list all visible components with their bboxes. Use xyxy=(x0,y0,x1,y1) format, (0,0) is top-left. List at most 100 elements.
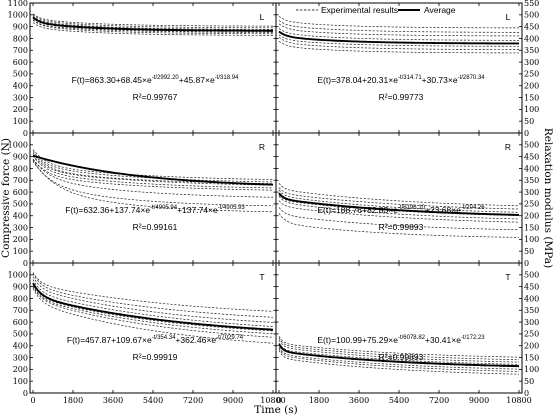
left-tick-label: 300 xyxy=(13,353,28,362)
panel-tag-L-force: L xyxy=(260,12,265,22)
left-tick-label: 300 xyxy=(13,223,28,232)
left-tick-label: 1000 xyxy=(8,141,28,150)
experimental-curve-T-modulus-8 xyxy=(278,350,520,375)
right-tick-label: 200 xyxy=(524,212,539,221)
right-tick-label: 100 xyxy=(524,105,539,114)
right-tick-label: 200 xyxy=(524,82,539,91)
experimental-curve-R-force-4 xyxy=(32,154,274,186)
panel-tag-L-modulus: L xyxy=(506,12,511,22)
left-tick-label: 400 xyxy=(13,342,28,351)
legend-average-label: Average xyxy=(424,5,456,15)
r-squared-L-modulus: R²=0.99773 xyxy=(379,92,424,102)
panel-tag-R-force: R xyxy=(259,142,265,152)
left-tick-label: 400 xyxy=(13,82,28,91)
right-tick-label: 350 xyxy=(524,176,539,185)
right-tick-label: 350 xyxy=(524,46,539,55)
left-tick-label: 500 xyxy=(13,200,28,209)
left-tick-label: 200 xyxy=(13,235,28,244)
equation-T-modulus: E(t)=100.99+75.29×e-t/6078.82+30.41×e-t/… xyxy=(317,335,485,345)
left-tick-label: 600 xyxy=(13,58,28,67)
right-tick-label: 100 xyxy=(524,365,539,374)
left-tick-label: 700 xyxy=(13,46,28,55)
experimental-curve-R-modulus-7 xyxy=(278,207,520,231)
x-tick-label: 9000 xyxy=(469,396,489,405)
experimental-curve-T-modulus-3 xyxy=(278,339,520,363)
panel-R-modulus: R E(t)=188.76+82.83×e-t/6196.10+23.68×e-t… xyxy=(278,142,520,238)
left-tick-label: 100 xyxy=(13,247,28,256)
x-tick-label: 9000 xyxy=(223,396,243,405)
right-tick-label: 150 xyxy=(524,353,539,362)
experimental-curve-T-force-4 xyxy=(32,279,274,327)
chart-panels: L F(t)=863.30+68.45×e-t/2992.20+45.87×e-t… xyxy=(32,12,520,375)
right-tick-label: 300 xyxy=(524,188,539,197)
experimental-curve-T-force-2 xyxy=(32,273,274,318)
experimental-curve-T-force-1 xyxy=(32,272,274,312)
average-curve-T-force xyxy=(32,282,274,331)
experimental-curve-R-force-6 xyxy=(32,159,274,191)
equation-R-modulus: E(t)=188.76+82.83×e-t/6196.10+23.68×e-t/… xyxy=(317,205,485,215)
x-tick-label: 5400 xyxy=(389,396,409,405)
panel-tag-T-modulus: T xyxy=(505,272,510,282)
left-tick-label: 1000 xyxy=(8,271,28,280)
experimental-curve-L-modulus-3 xyxy=(278,23,520,37)
experimental-curve-R-force-5 xyxy=(32,155,274,189)
experimental-curve-L-force-8 xyxy=(32,22,274,36)
experimental-curve-R-modulus-3 xyxy=(278,189,520,213)
panel-R-force: R F(t)=632.36+137.74×e-t/4905.94+137.74×e… xyxy=(32,142,274,232)
experimental-curve-T-modulus-1 xyxy=(278,336,520,358)
average-curve-L-force xyxy=(32,16,273,32)
right-tick-label: 250 xyxy=(524,70,539,79)
x-tick-label: 7200 xyxy=(183,396,203,405)
left-tick-label: 100 xyxy=(13,117,28,126)
equation-L-force: F(t)=863.30+68.45×e-t/2992.20+45.87×e-t/… xyxy=(72,75,239,85)
left-tick-label: 700 xyxy=(13,306,28,315)
average-curve-R-modulus xyxy=(278,192,520,216)
right-tick-label: 450 xyxy=(524,152,539,161)
experimental-curve-L-force-2 xyxy=(32,14,274,29)
right-tick-label: 550 xyxy=(524,0,539,8)
left-tick-label: 800 xyxy=(13,164,28,173)
right-tick-label: 500 xyxy=(524,141,539,150)
r-squared-R-force: R²=0.99161 xyxy=(133,222,178,232)
experimental-curve-T-force-3 xyxy=(32,276,274,323)
experimental-curve-R-force-8 xyxy=(32,161,274,207)
right-tick-label: 400 xyxy=(524,164,539,173)
experimental-curve-T-modulus-6 xyxy=(278,346,520,370)
left-tick-label: 0 xyxy=(23,129,28,138)
average-curve-L-modulus xyxy=(278,30,520,45)
average-curve-R-force xyxy=(32,154,274,186)
x-tick-label: 5400 xyxy=(143,396,163,405)
right-tick-label: 350 xyxy=(524,306,539,315)
left-tick-label: 100 xyxy=(13,377,28,386)
right-tick-label: 150 xyxy=(524,223,539,232)
panel-L-force: L F(t)=863.30+68.45×e-t/2992.20+45.87×e-t… xyxy=(32,12,274,102)
experimental-curve-R-force-9 xyxy=(32,159,274,213)
experimental-curve-L-modulus-6 xyxy=(278,34,520,47)
experimental-curve-L-modulus-2 xyxy=(278,20,520,33)
left-tick-label: 1000 xyxy=(8,11,28,20)
experimental-curve-R-force-1 xyxy=(32,149,274,180)
experimental-curve-L-force-3 xyxy=(32,15,274,30)
left-tick-label: 800 xyxy=(13,34,28,43)
x-tick-label: 1800 xyxy=(63,396,83,405)
experimental-curve-T-force-8 xyxy=(32,288,274,344)
right-tick-label: 0 xyxy=(524,389,529,398)
experimental-curve-T-modulus-4 xyxy=(278,342,520,365)
right-tick-label: 450 xyxy=(524,282,539,291)
left-tick-label: 600 xyxy=(13,318,28,327)
right-axis-label: Relaxation modulus (MPa) xyxy=(542,128,553,268)
panel-tag-T-force: T xyxy=(259,272,264,282)
experimental-curve-L-force-7 xyxy=(32,19,273,35)
experimental-curve-R-modulus-6 xyxy=(278,200,520,223)
left-tick-label: 500 xyxy=(13,330,28,339)
experimental-curve-R-modulus-5 xyxy=(278,196,520,220)
panel-T-modulus: T E(t)=100.99+75.29×e-t/6078.82+30.41×e-t… xyxy=(278,272,520,375)
experimental-curve-L-force-6 xyxy=(32,19,274,33)
left-tick-label: 200 xyxy=(13,365,28,374)
experimental-curve-T-force-7 xyxy=(32,286,274,338)
right-tick-label: 50 xyxy=(524,247,534,256)
right-tick-label: 500 xyxy=(524,11,539,20)
legend: Experimental results Average xyxy=(296,5,456,15)
r-squared-T-force: R²=0.99919 xyxy=(133,352,178,362)
